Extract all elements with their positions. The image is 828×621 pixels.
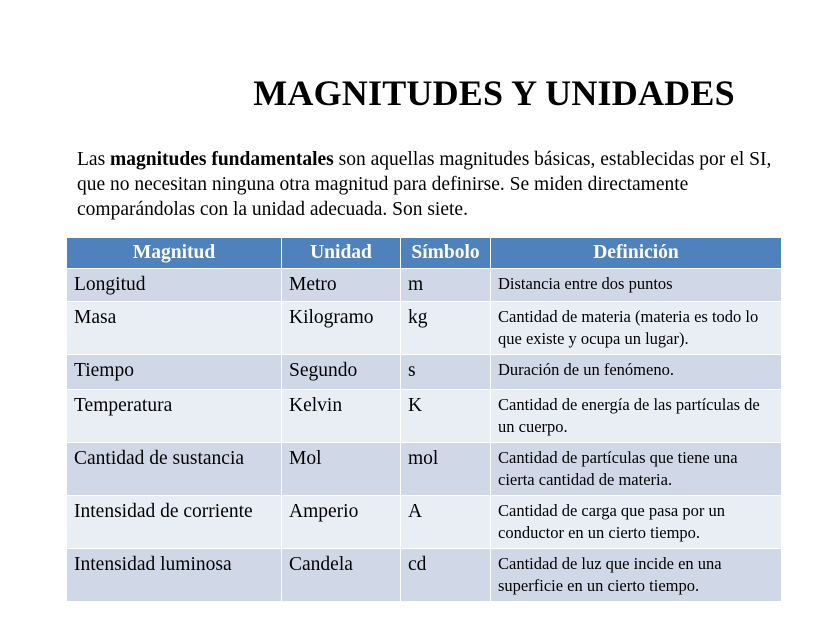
cell-simbolo: kg xyxy=(400,301,491,355)
header-simbolo: Símbolo xyxy=(400,237,491,269)
magnitudes-table: Magnitud Unidad Símbolo Definición Longi… xyxy=(66,237,782,602)
cell-magnitud: Cantidad de sustancia xyxy=(66,442,282,496)
cell-magnitud: Masa xyxy=(66,301,282,355)
intro-text-start: Las xyxy=(77,149,111,170)
cell-definicion: Cantidad de partículas que tiene una cie… xyxy=(490,442,782,496)
header-unidad: Unidad xyxy=(281,237,401,269)
table-row: Cantidad de sustancia Mol mol Cantidad de p… xyxy=(66,442,782,496)
cell-unidad: Candela xyxy=(281,548,401,602)
table-row: Intensidad luminosa Candela cd Cantidad de … xyxy=(66,548,782,602)
cell-magnitud: Temperatura xyxy=(66,389,282,443)
cell-magnitud: Longitud xyxy=(66,268,282,302)
cell-unidad: Amperio xyxy=(281,495,401,549)
slide-title: MAGNITUDES Y UNIDADES xyxy=(253,73,735,113)
cell-definicion: Duración de un fenómeno. xyxy=(490,354,782,390)
cell-definicion: Cantidad de energía de las partículas de… xyxy=(490,389,782,443)
cell-simbolo: K xyxy=(400,389,491,443)
cell-unidad: Segundo xyxy=(281,354,401,390)
cell-magnitud: Tiempo xyxy=(66,354,282,390)
table-row: Longitud Metro m Distancia entre dos puntos xyxy=(66,268,782,302)
table-row: Temperatura Kelvin K Cantidad de energía de… xyxy=(66,389,782,443)
cell-definicion: Cantidad de materia (materia es todo lo … xyxy=(490,301,782,355)
cell-definicion: Cantidad de luz que incide en una superf… xyxy=(490,548,782,602)
cell-unidad: Kilogramo xyxy=(281,301,401,355)
header-definicion: Definición xyxy=(490,237,782,269)
table-header-row: Magnitud Unidad Símbolo Definición xyxy=(66,237,782,269)
cell-simbolo: m xyxy=(400,268,491,302)
cell-simbolo: s xyxy=(400,354,491,390)
table-row: Masa Kilogramo kg Cantidad de materia (mate… xyxy=(66,301,782,355)
cell-unidad: Metro xyxy=(281,268,401,302)
intro-bold-term: magnitudes fundamentales xyxy=(110,149,334,170)
table-row: Tiempo Segundo s Duración de un fenómeno. xyxy=(66,354,782,390)
cell-magnitud: Intensidad de corriente xyxy=(66,495,282,549)
cell-simbolo: A xyxy=(400,495,491,549)
header-magnitud: Magnitud xyxy=(66,237,282,269)
table-row: Intensidad de corriente Amperio A Cantidad … xyxy=(66,495,782,549)
cell-simbolo: mol xyxy=(400,442,491,496)
cell-simbolo: cd xyxy=(400,548,491,602)
cell-definicion: Distancia entre dos puntos xyxy=(490,268,782,302)
intro-text-rest: son aquellas magnitudes básicas, estable… xyxy=(77,149,772,220)
cell-unidad: Mol xyxy=(281,442,401,496)
cell-definicion: Cantidad de carga que pasa por un conduc… xyxy=(490,495,782,549)
cell-magnitud: Intensidad luminosa xyxy=(66,548,282,602)
intro-paragraph: Las magnitudes fundamentales son aquella… xyxy=(77,147,777,222)
cell-unidad: Kelvin xyxy=(281,389,401,443)
